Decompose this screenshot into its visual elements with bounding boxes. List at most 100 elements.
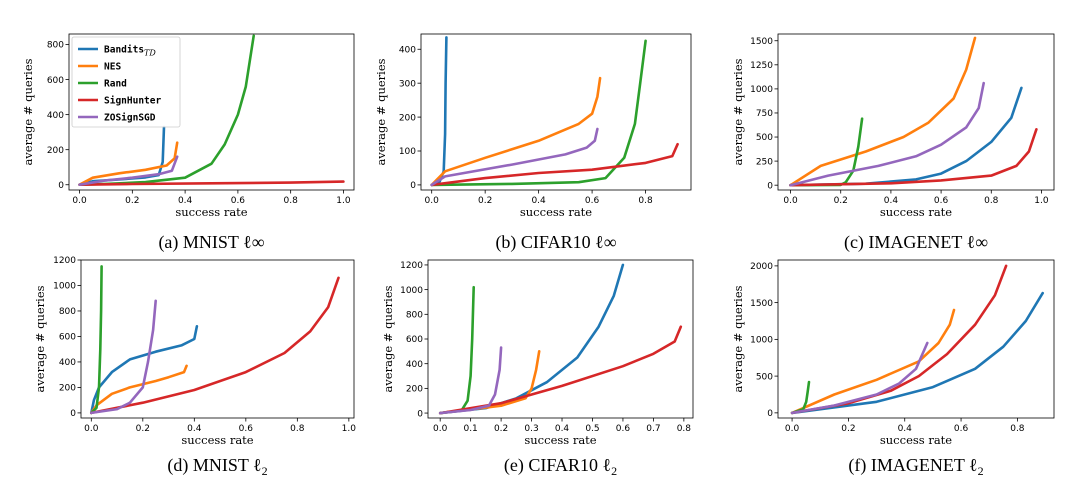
legend-label: NES [104,62,121,73]
y-tick-label: 800 [406,311,423,321]
chart-panel-d: 0.0 0.2 0.4 0.6 0.8 1.0 0 200 400 600 800 1000 1200 s… [33,256,356,478]
series-line-nes [90,364,188,415]
y-tick-label: 200 [59,384,76,394]
x-axis-label: success rate [880,205,952,219]
y-tick-label: 1200 [400,261,423,271]
x-tick-label: 0.6 [231,196,246,206]
y-tick-label: 200 [399,113,416,123]
y-tick-label: 1500 [750,299,773,309]
y-tick-label: 750 [756,109,773,119]
legend: BanditsTD NES Rand SignHunter ZOSignSGD [71,36,181,128]
y-tick-label: 0 [58,181,64,191]
x-tick-label: 0.2 [478,196,492,206]
x-tick-label: 0.0 [785,424,800,434]
series-line-signhunter [790,264,1008,415]
series-line-nes [78,141,179,186]
y-tick-label: 1000 [750,85,773,95]
x-tick-label: 0.0 [433,424,448,434]
series-line-signhunter [430,142,679,187]
y-tick-label: 0 [70,409,76,419]
x-tick-label: 0.8 [638,196,653,206]
y-tick-label: 100 [399,147,416,157]
plot-frame [80,259,355,419]
y-tick-label: 250 [756,157,773,167]
chart-panel-e: 0.0 0.1 0.2 0.3 0.4 0.5 0.6 0.7 0.8 0 200 400 600 800… [381,259,694,478]
x-tick-label: 0.8 [677,424,692,434]
panel-caption: (f) IMAGENET ℓ2 [848,455,983,478]
y-tick-label: 200 [406,385,423,395]
series-line-nes [790,308,956,415]
legend-label: ZOSignSGD [104,113,156,124]
x-axis-label: success rate [880,433,952,447]
legend-label: BanditsTD [104,45,156,58]
x-tick-label: 0.0 [84,424,99,434]
chart-panel-b: 0.0 0.2 0.4 0.6 0.8 0 100 200 300 400 success rate… [374,33,692,253]
y-tick-label: 1500 [750,37,773,47]
x-tick-label: 0.6 [239,424,254,434]
x-tick-label: 0.4 [555,424,570,434]
x-tick-label: 1.0 [342,424,357,434]
y-tick-label: 300 [399,79,416,89]
y-tick-label: 600 [47,76,64,86]
x-tick-label: 0.2 [834,196,848,206]
y-tick-label: 500 [756,133,773,143]
x-tick-label: 0.1 [463,424,477,434]
chart-panel-c: 0.0 0.2 0.4 0.6 0.8 1.0 0 250 500 750 1000 1250 1500… [731,33,1055,253]
plot-frame [777,33,1055,191]
y-tick-label: 400 [406,360,423,370]
y-tick-label: 0 [767,409,773,419]
y-tick-label: 1200 [53,256,76,266]
series-line-zosignsgd [789,81,985,187]
y-tick-label: 800 [47,41,64,51]
series-line-bandits [90,325,199,415]
x-tick-label: 0.7 [646,424,660,434]
series-line-zosignsgd [438,346,503,415]
x-axis-label: success rate [520,205,592,219]
y-tick-label: 400 [47,111,64,121]
series-line-zosignsgd [90,299,157,415]
series-line-bandits [430,36,448,187]
x-tick-label: 0.8 [1010,424,1025,434]
x-tick-label: 0.2 [494,424,508,434]
x-tick-label: 1.0 [336,196,351,206]
x-tick-label: 0.4 [531,196,546,206]
panel-caption: (e) CIFAR10 ℓ2 [504,455,617,478]
series-line-signhunter [789,128,1038,187]
x-tick-label: 0.2 [841,424,855,434]
series-line-signhunter [90,276,340,415]
x-tick-label: 0.6 [585,196,600,206]
x-tick-label: 0.6 [954,424,969,434]
y-tick-label: 0 [417,409,423,419]
series-line-rand [430,39,647,187]
y-tick-label: 500 [756,372,773,382]
y-axis-label: average # queries [21,58,35,165]
x-tick-label: 1.0 [1034,196,1049,206]
series-line-zosignsgd [78,155,179,186]
x-tick-label: 0.2 [125,196,139,206]
x-tick-label: 0.2 [136,424,150,434]
x-tick-label: 0.8 [284,196,299,206]
x-tick-label: 0.0 [72,196,87,206]
y-axis-label: average # queries [731,58,745,165]
y-tick-label: 1000 [750,336,773,346]
series-line-zosignsgd [790,341,929,415]
y-tick-label: 800 [59,307,76,317]
y-tick-label: 600 [406,335,423,345]
x-tick-label: 0.8 [290,424,305,434]
y-axis-label: average # queries [33,285,47,392]
x-tick-label: 0.3 [524,424,538,434]
y-tick-label: 2000 [750,262,773,272]
series-line-nes [430,76,602,187]
chart-panel-a: 0.0 0.2 0.4 0.6 0.8 1.0 0 200 400 600 800 success r… [21,33,355,253]
series-line-zosignsgd [430,127,599,187]
panel-caption: (d) MNIST ℓ2 [167,455,267,478]
series-line-rand [438,285,475,415]
y-tick-label: 200 [47,146,64,156]
panel-caption: (b) CIFAR10 ℓ∞ [495,232,616,253]
x-tick-label: 0.5 [585,424,599,434]
series-line-bandits [78,125,166,186]
y-tick-label: 1000 [400,286,423,296]
panel-caption: (a) MNIST ℓ∞ [158,232,264,253]
y-axis-label: average # queries [374,58,388,165]
